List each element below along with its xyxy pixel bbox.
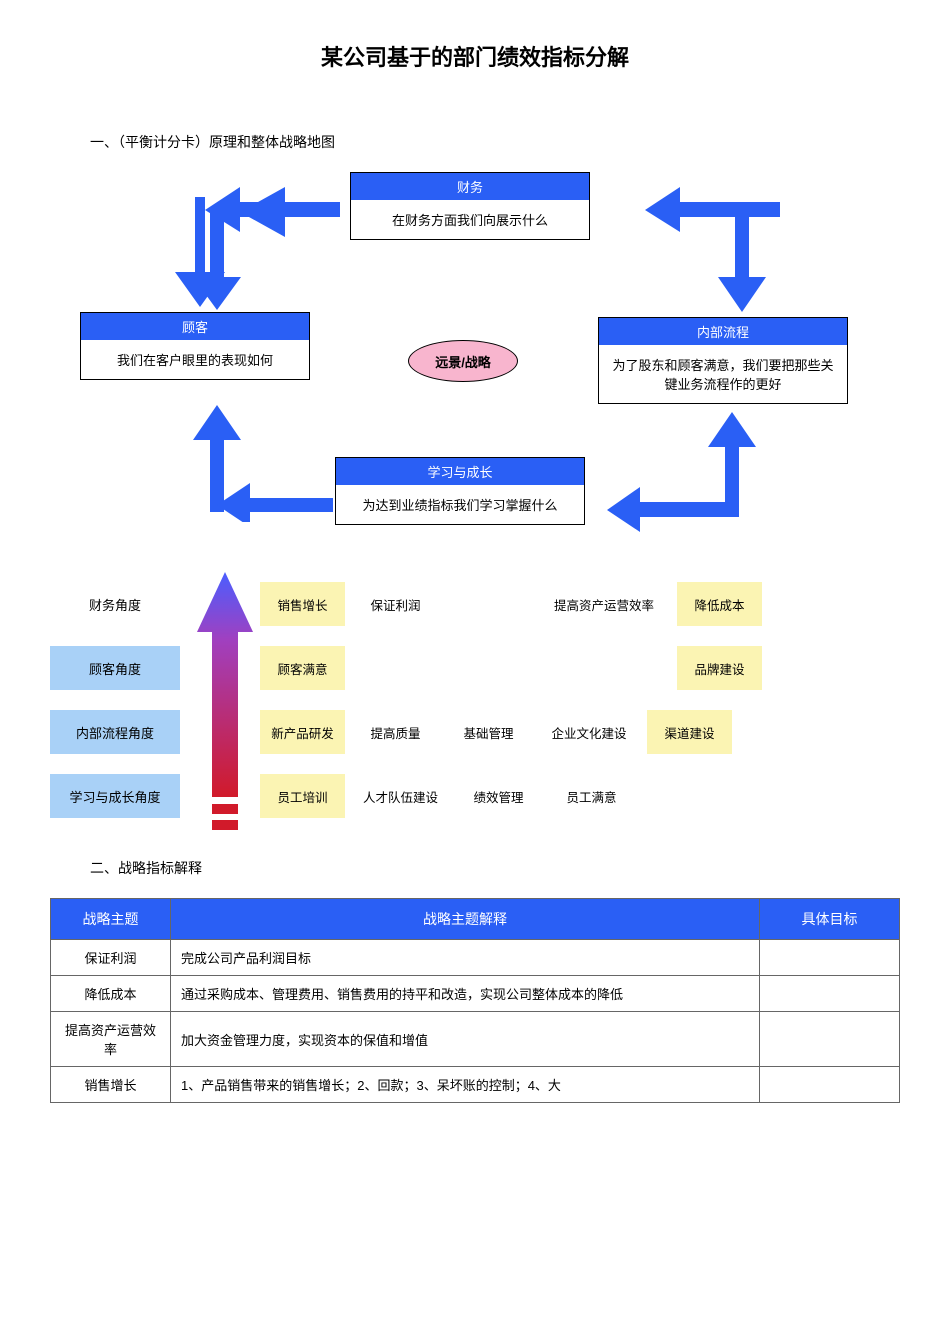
table-row: 销售增长1、产品销售带来的销售增长；2、回款；3、呆坏账的控制；4、大 — [51, 1067, 900, 1103]
table-cell-target — [760, 976, 900, 1012]
matrix-row-label: 财务角度 — [50, 582, 180, 626]
matrix-cells: 销售增长保证利润 提高资产运营效率降低成本 — [260, 582, 900, 626]
arrow-learning-to-process — [595, 402, 775, 532]
table-header-cell: 战略主题 — [51, 899, 171, 940]
matrix-cell: 员工培训 — [260, 774, 345, 818]
matrix-cells: 新产品研发提高质量基础管理企业文化建设渠道建设 — [260, 710, 900, 754]
matrix-row: 内部流程角度 新产品研发提高质量基础管理企业文化建设渠道建设 — [50, 710, 900, 754]
bsc-header-finance: 财务 — [351, 173, 589, 200]
bsc-header-process: 内部流程 — [599, 318, 847, 345]
matrix-cells: 员工培训人才队伍建设绩效管理员工满意 — [260, 774, 900, 818]
table-header-cell: 战略主题解释 — [171, 899, 760, 940]
table-cell-theme: 销售增长 — [51, 1067, 171, 1103]
matrix-cell: 渠道建设 — [647, 710, 732, 754]
arrow-learning-to-customer — [165, 392, 340, 522]
red-up-arrow-icon — [195, 572, 255, 834]
table-cell-target — [760, 1067, 900, 1103]
matrix-row: 顾客角度 顾客满意 品牌建设 — [50, 646, 900, 690]
page-title: 某公司基于的部门绩效指标分解 — [50, 40, 900, 72]
table-cell-explain: 1、产品销售带来的销售增长；2、回款；3、呆坏账的控制；4、大 — [171, 1067, 760, 1103]
matrix-row: 财务角度 销售增长保证利润 提高资产运营效率降低成本 — [50, 582, 900, 626]
matrix-cell — [539, 646, 669, 690]
bsc-box-process: 内部流程 为了股东和顾客满意，我们要把那些关键业务流程作的更好 — [598, 317, 848, 404]
matrix-cell — [446, 582, 531, 626]
bsc-header-learning: 学习与成长 — [336, 458, 584, 485]
matrix-cell — [642, 774, 727, 818]
strategy-matrix: 财务角度 销售增长保证利润 提高资产运营效率降低成本顾客角度 顾客满意 品牌建设内部流程… — [50, 582, 900, 818]
table-header-cell: 具体目标 — [760, 899, 900, 940]
bsc-box-customer: 顾客 我们在客户眼里的表现如何 — [80, 312, 310, 380]
bsc-box-learning: 学习与成长 为达到业绩指标我们学习掌握什么 — [335, 457, 585, 525]
matrix-cell: 人才队伍建设 — [353, 774, 448, 818]
arrow-process-to-finance — [595, 177, 795, 317]
matrix-cell: 降低成本 — [677, 582, 762, 626]
matrix-cell: 顾客满意 — [260, 646, 345, 690]
strategy-table: 战略主题战略主题解释具体目标 保证利润完成公司产品利润目标降低成本通过采购成本、… — [50, 898, 900, 1103]
table-cell-theme: 提高资产运营效率 — [51, 1012, 171, 1067]
table-cell-explain: 完成公司产品利润目标 — [171, 940, 760, 976]
matrix-cell: 保证利润 — [353, 582, 438, 626]
matrix-cell: 提高资产运营效率 — [539, 582, 669, 626]
matrix-cell — [353, 646, 438, 690]
matrix-row: 学习与成长角度 员工培训人才队伍建设绩效管理员工满意 — [50, 774, 900, 818]
matrix-cell: 基础管理 — [446, 710, 531, 754]
bsc-body-finance: 在财务方面我们向展示什么 — [351, 200, 589, 239]
bsc-box-finance: 财务 在财务方面我们向展示什么 — [350, 172, 590, 240]
matrix-row-label: 顾客角度 — [50, 646, 180, 690]
bsc-header-customer: 顾客 — [81, 313, 309, 340]
bsc-body-customer: 我们在客户眼里的表现如何 — [81, 340, 309, 379]
matrix-cell: 提高质量 — [353, 710, 438, 754]
table-row: 降低成本通过采购成本、管理费用、销售费用的持平和改造，实现公司整体成本的降低 — [51, 976, 900, 1012]
matrix-cell: 新产品研发 — [260, 710, 345, 754]
matrix-cell: 企业文化建设 — [539, 710, 639, 754]
arrow-customer-to-finance — [155, 182, 355, 312]
bsc-diagram: 财务 在财务方面我们向展示什么 顾客 我们在客户眼里的表现如何 内部流程 为了股… — [50, 172, 900, 572]
matrix-cell: 销售增长 — [260, 582, 345, 626]
matrix-cells: 顾客满意 品牌建设 — [260, 646, 900, 690]
matrix-cell: 品牌建设 — [677, 646, 762, 690]
matrix-cell: 绩效管理 — [456, 774, 541, 818]
table-cell-explain: 通过采购成本、管理费用、销售费用的持平和改造，实现公司整体成本的降低 — [171, 976, 760, 1012]
table-row: 提高资产运营效率加大资金管理力度，实现资本的保值和增值 — [51, 1012, 900, 1067]
section1-heading: 一、（平衡计分卡）原理和整体战略地图 — [90, 132, 900, 152]
bsc-body-process: 为了股东和顾客满意，我们要把那些关键业务流程作的更好 — [599, 345, 847, 403]
table-cell-explain: 加大资金管理力度，实现资本的保值和增值 — [171, 1012, 760, 1067]
matrix-cell: 员工满意 — [549, 774, 634, 818]
bsc-center-oval: 远景/战略 — [408, 340, 518, 382]
matrix-cell — [446, 646, 531, 690]
table-cell-target — [760, 940, 900, 976]
section2-heading: 二、战略指标解释 — [90, 858, 900, 878]
matrix-row-label: 学习与成长角度 — [50, 774, 180, 818]
table-cell-target — [760, 1012, 900, 1067]
table-row: 保证利润完成公司产品利润目标 — [51, 940, 900, 976]
bsc-body-learning: 为达到业绩指标我们学习掌握什么 — [336, 485, 584, 524]
matrix-row-label: 内部流程角度 — [50, 710, 180, 754]
table-cell-theme: 降低成本 — [51, 976, 171, 1012]
table-cell-theme: 保证利润 — [51, 940, 171, 976]
